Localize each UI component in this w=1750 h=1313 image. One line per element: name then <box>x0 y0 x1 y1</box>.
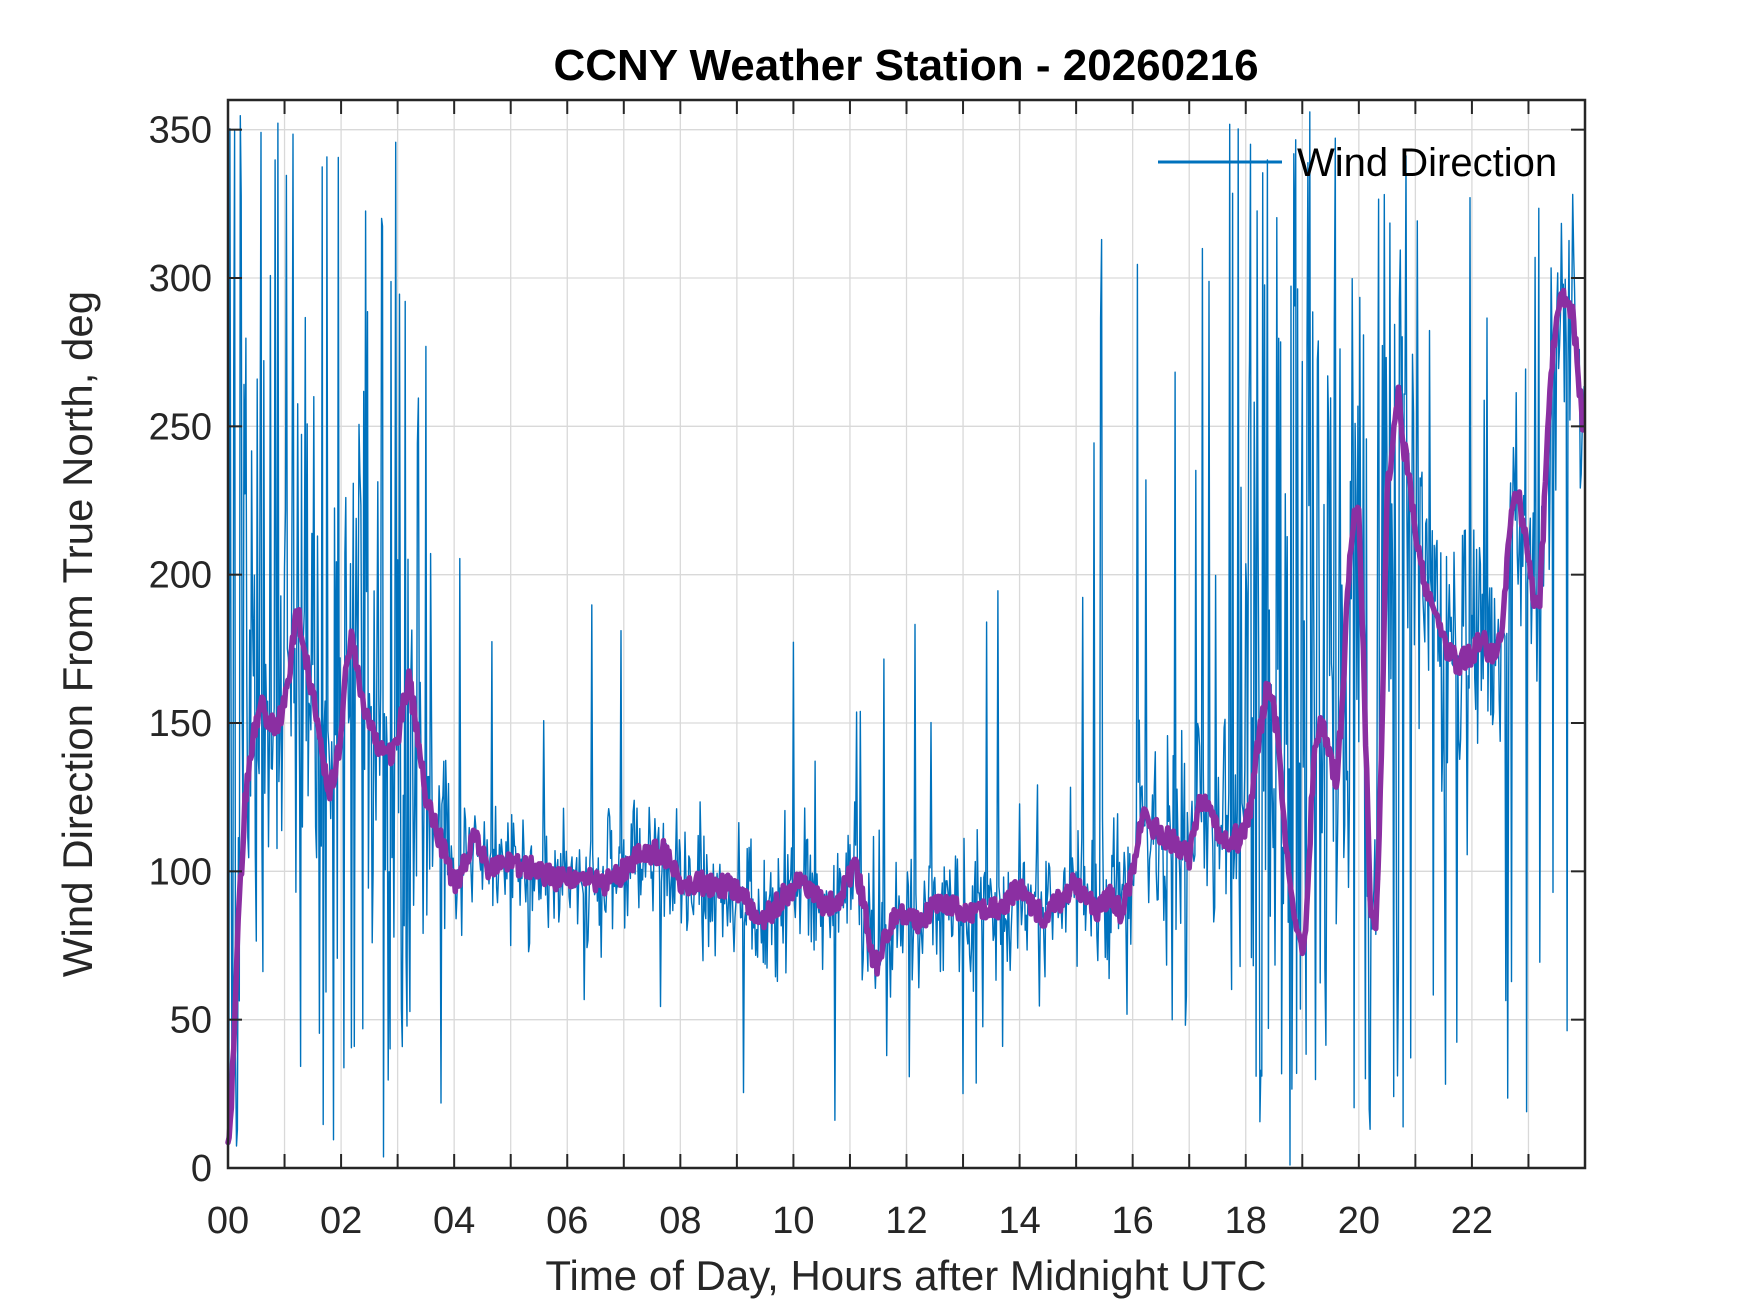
smoothed-wind-direction-line <box>225 287 1586 1146</box>
chart-title: CCNY Weather Station - 20260216 <box>553 41 1258 90</box>
y-tick-label: 50 <box>170 1000 212 1042</box>
x-tick-label: 02 <box>320 1200 362 1242</box>
x-tick-label: 00 <box>207 1200 249 1242</box>
y-tick-label: 350 <box>149 110 212 152</box>
x-tick-label: 20 <box>1338 1200 1380 1242</box>
y-tick-label: 150 <box>149 703 212 745</box>
x-tick-label: 18 <box>1225 1200 1267 1242</box>
y-axis-label: Wind Direction From True North, deg <box>54 291 101 977</box>
x-tick-label: 16 <box>1112 1200 1154 1242</box>
y-tick-label: 0 <box>191 1148 212 1190</box>
x-tick-label: 04 <box>433 1200 475 1242</box>
y-tick-label: 250 <box>149 406 212 448</box>
x-axis-label: Time of Day, Hours after Midnight UTC <box>545 1252 1266 1299</box>
x-tick-label: 12 <box>885 1200 927 1242</box>
y-tick-label: 100 <box>149 851 212 893</box>
legend-label: Wind Direction <box>1297 141 1557 185</box>
x-tick-label: 22 <box>1451 1200 1493 1242</box>
y-tick-label: 300 <box>149 258 212 300</box>
x-tick-label: 08 <box>659 1200 701 1242</box>
x-tick-label: 06 <box>546 1200 588 1242</box>
tick-labels: 00 02 04 06 08 10 12 14 16 18 20 22 0 50 100 150 200 250 3… <box>149 110 1493 1242</box>
legend: Wind Direction <box>1158 141 1557 185</box>
x-tick-label: 14 <box>998 1200 1040 1242</box>
axis-ticks <box>227 100 1586 1169</box>
y-tick-label: 200 <box>149 555 212 597</box>
data-series <box>225 111 1586 1166</box>
x-tick-label: 10 <box>772 1200 814 1242</box>
